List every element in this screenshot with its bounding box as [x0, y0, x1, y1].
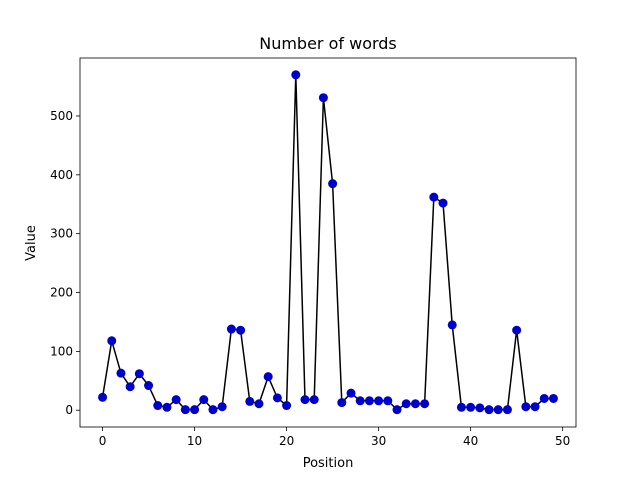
data-point [337, 398, 347, 408]
y-tick-label: 400 [50, 168, 73, 182]
data-point [199, 395, 209, 405]
data-point [429, 192, 439, 202]
x-tick-label: 20 [279, 434, 294, 448]
data-point [226, 324, 236, 334]
y-tick-label: 200 [50, 286, 73, 300]
data-point [116, 368, 126, 378]
data-point [134, 369, 144, 379]
data-point [125, 382, 135, 392]
data-point [236, 325, 246, 335]
data-point [392, 405, 402, 415]
x-axis-label: Position [303, 456, 354, 471]
data-point [107, 336, 117, 346]
data-point [180, 405, 190, 415]
data-point [245, 396, 255, 406]
data-point [493, 405, 503, 415]
data-point [171, 395, 181, 405]
x-tick-label: 50 [555, 434, 570, 448]
data-point [190, 405, 200, 415]
data-point [410, 399, 420, 409]
data-point [364, 396, 374, 406]
data-point [291, 70, 301, 80]
data-point [475, 403, 485, 413]
data-point [521, 402, 531, 412]
x-tick-label: 30 [371, 434, 386, 448]
data-point [272, 393, 282, 403]
data-point [309, 395, 319, 405]
y-tick-label: 100 [50, 344, 73, 358]
y-tick-label: 300 [50, 227, 73, 241]
data-point [208, 405, 218, 415]
data-point [383, 396, 393, 406]
data-point [355, 396, 365, 406]
data-point [456, 402, 466, 412]
x-tick-label: 0 [99, 434, 107, 448]
data-point [466, 402, 476, 412]
data-point [447, 320, 457, 330]
data-point [420, 399, 430, 409]
data-point [539, 393, 549, 403]
data-point [346, 388, 356, 398]
chart-title: Number of words [259, 34, 397, 53]
data-point [318, 93, 328, 103]
data-point [401, 399, 411, 409]
data-point [217, 402, 227, 412]
data-point [548, 393, 558, 403]
data-point [502, 405, 512, 415]
data-point [282, 401, 292, 411]
data-point [300, 395, 310, 405]
data-point [144, 381, 154, 391]
data-point [153, 401, 163, 411]
data-point [484, 405, 494, 415]
data-point [530, 402, 540, 412]
y-tick-label: 500 [50, 109, 73, 123]
plot-frame [79, 57, 577, 428]
x-tick-label: 10 [187, 434, 202, 448]
y-axis-label: Value [24, 225, 39, 261]
x-tick-label: 40 [463, 434, 478, 448]
data-point [263, 372, 273, 382]
data-point [512, 325, 522, 335]
data-point [254, 399, 264, 409]
data-point [328, 179, 338, 189]
data-point [374, 396, 384, 406]
data-point [162, 402, 172, 412]
y-tick-label: 0 [65, 403, 73, 417]
data-point [438, 198, 448, 208]
data-point [98, 392, 108, 402]
